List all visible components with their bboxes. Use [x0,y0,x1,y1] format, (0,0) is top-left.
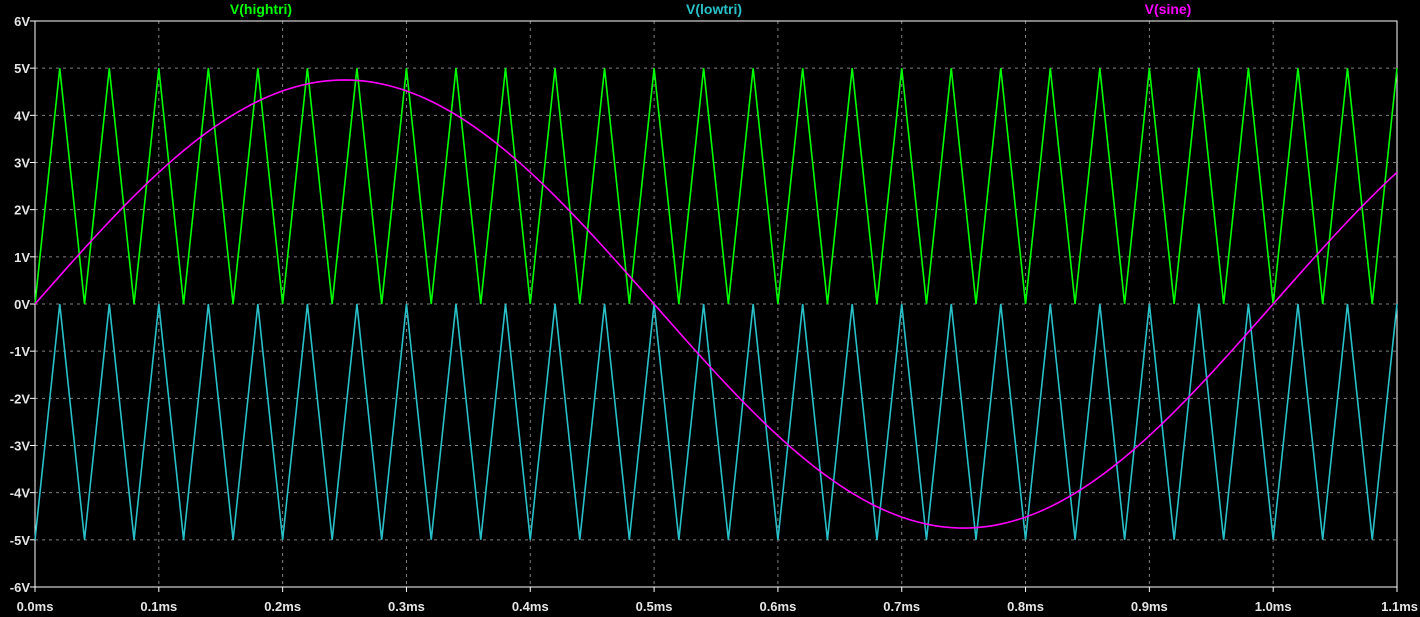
y-tick-label: -3V [10,439,31,454]
x-tick-label: 0.8ms [1007,599,1044,614]
x-tick-label: 0.0ms [17,599,54,614]
x-axis: 0.0ms 0.1ms 0.2ms 0.3ms 0.4ms 0.5ms 0.6ms 0.7ms… [17,587,1418,614]
y-tick-label: -4V [10,486,31,501]
x-tick-label: 0.5ms [636,599,673,614]
y-tick-label: -6V [10,580,31,595]
series-line-lowtri [34,303,1398,540]
y-tick-label: 1V [14,250,30,265]
x-tick-label: 0.4ms [512,599,549,614]
x-tick-label: 0.6ms [759,599,796,614]
y-tick-label: -2V [10,391,31,406]
x-tick-label: 0.9ms [1131,599,1168,614]
x-tick-label: 0.3ms [388,599,425,614]
grid-lines [35,21,1397,587]
y-tick-label: 3V [14,156,30,171]
x-tick-label: 0.2ms [264,599,301,614]
y-tick-label: -5V [10,533,31,548]
y-tick-label: 4V [14,108,30,123]
x-tick-label: 1.1ms [1381,599,1418,614]
legend-entry-lowtri[interactable]: V(lowtri) [686,1,742,17]
series-layer [34,68,1398,540]
legend-entry-sine[interactable]: V(sine) [1145,1,1192,17]
series-line-sine [34,79,1398,529]
y-tick-label: -1V [10,344,31,359]
y-axis: 6V 5V 4V 3V 2V 1V 0V -1V -2V -3V -4V -5V -6V [10,14,35,595]
y-tick-label: 2V [14,203,30,218]
y-tick-label: 6V [14,14,30,29]
legend: V(hightri) V(lowtri) V(sine) [230,1,1191,17]
series-line-hightri [34,68,1398,305]
legend-entry-hightri[interactable]: V(hightri) [230,1,292,17]
x-tick-label: 0.1ms [140,599,177,614]
y-tick-label: 5V [14,61,30,76]
x-tick-label: 1.0ms [1255,599,1292,614]
y-tick-label: 0V [14,297,30,312]
x-tick-label: 0.7ms [883,599,920,614]
